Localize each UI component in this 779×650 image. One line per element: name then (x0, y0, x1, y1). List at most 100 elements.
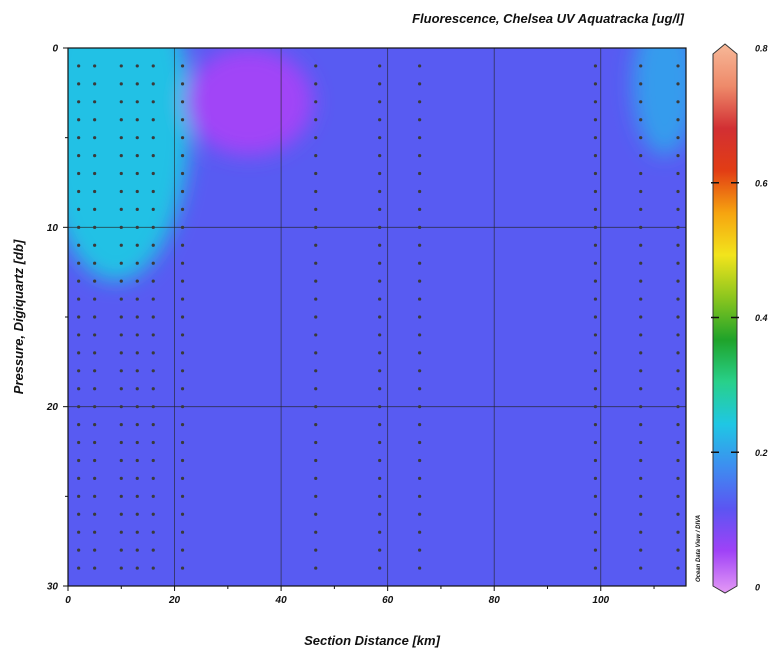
sample-point (676, 118, 680, 122)
sample-point (180, 458, 185, 463)
sample-point (593, 171, 598, 176)
sample-point (151, 530, 155, 534)
sample-point (314, 387, 318, 391)
sample-point (676, 64, 680, 68)
sample-point (593, 225, 598, 229)
sample-point (676, 82, 680, 86)
sample-point (151, 82, 155, 86)
sample-point (93, 279, 97, 283)
sample-point (639, 118, 643, 122)
sample-point (418, 369, 422, 373)
sample-point (593, 423, 598, 427)
sample-point (151, 154, 155, 158)
sample-point (180, 387, 185, 391)
sample-point (180, 118, 185, 122)
sample-point (119, 225, 123, 229)
sample-point (378, 64, 382, 68)
sample-point (180, 369, 185, 373)
sample-point (77, 315, 81, 319)
sample-point (77, 440, 81, 445)
sample-point (77, 351, 81, 355)
sample-point (639, 82, 643, 86)
sample-point (676, 315, 680, 319)
sample-point (151, 225, 155, 229)
sample-point (119, 530, 123, 534)
sample-point (151, 423, 155, 427)
sample-point (418, 207, 422, 211)
sample-point (593, 548, 598, 552)
sample-point (180, 315, 185, 319)
sample-point (676, 261, 680, 265)
sample-point (180, 171, 185, 176)
sample-point (593, 566, 598, 570)
sample-point (676, 136, 680, 140)
sample-point (77, 171, 81, 176)
sample-point (639, 369, 643, 373)
sample-point (378, 458, 382, 463)
sample-point (639, 387, 643, 391)
sample-point (593, 405, 598, 409)
sample-point (418, 405, 422, 409)
x-tick-label: 20 (168, 595, 181, 606)
sample-point (93, 171, 97, 176)
sample-point (180, 351, 185, 355)
sample-point (135, 315, 139, 319)
sample-point (77, 100, 81, 104)
sample-point (378, 100, 382, 104)
sample-point (314, 351, 318, 355)
sample-point (93, 225, 97, 229)
sample-point (180, 279, 185, 283)
sample-point (119, 136, 123, 140)
colorbar-tick-label: 0.6 (755, 178, 769, 188)
sample-point (314, 548, 318, 552)
sample-point (93, 458, 97, 463)
sample-point (119, 512, 123, 516)
sample-point (314, 423, 318, 427)
sample-point (593, 440, 598, 445)
sample-point (180, 512, 185, 516)
sample-point (676, 494, 680, 498)
sample-point (135, 225, 139, 229)
sample-point (676, 476, 680, 480)
sample-point (77, 333, 81, 337)
sample-point (418, 530, 422, 534)
sample-point (593, 189, 598, 194)
sample-point (378, 351, 382, 355)
sample-point (378, 315, 382, 319)
sample-point (151, 512, 155, 516)
sample-point (639, 423, 643, 427)
x-tick-label: 100 (592, 595, 609, 606)
sample-point (593, 154, 598, 158)
sample-point (135, 566, 139, 570)
sample-point (180, 261, 185, 265)
sample-point (639, 189, 643, 194)
x-tick-label: 60 (382, 595, 394, 606)
sample-point (77, 189, 81, 194)
sample-point (135, 423, 139, 427)
sample-point (93, 189, 97, 194)
sample-point (676, 243, 680, 247)
x-tick-label: 40 (275, 595, 288, 606)
sample-point (135, 118, 139, 122)
sample-point (135, 530, 139, 534)
sample-point (378, 530, 382, 534)
sample-point (593, 315, 598, 319)
sample-point (639, 100, 643, 104)
sample-point (119, 279, 123, 283)
sample-point (593, 243, 598, 247)
sample-point (93, 154, 97, 158)
sample-point (93, 440, 97, 445)
sample-point (676, 512, 680, 516)
sample-point (135, 100, 139, 104)
sample-point (378, 512, 382, 516)
sample-point (77, 548, 81, 552)
sample-point (639, 548, 643, 552)
sample-point (676, 207, 680, 211)
sample-point (151, 351, 155, 355)
sample-point (151, 243, 155, 247)
sample-point (151, 207, 155, 211)
sample-point (593, 82, 598, 86)
sample-point (119, 261, 123, 265)
sample-point (180, 82, 185, 86)
sample-point (593, 369, 598, 373)
